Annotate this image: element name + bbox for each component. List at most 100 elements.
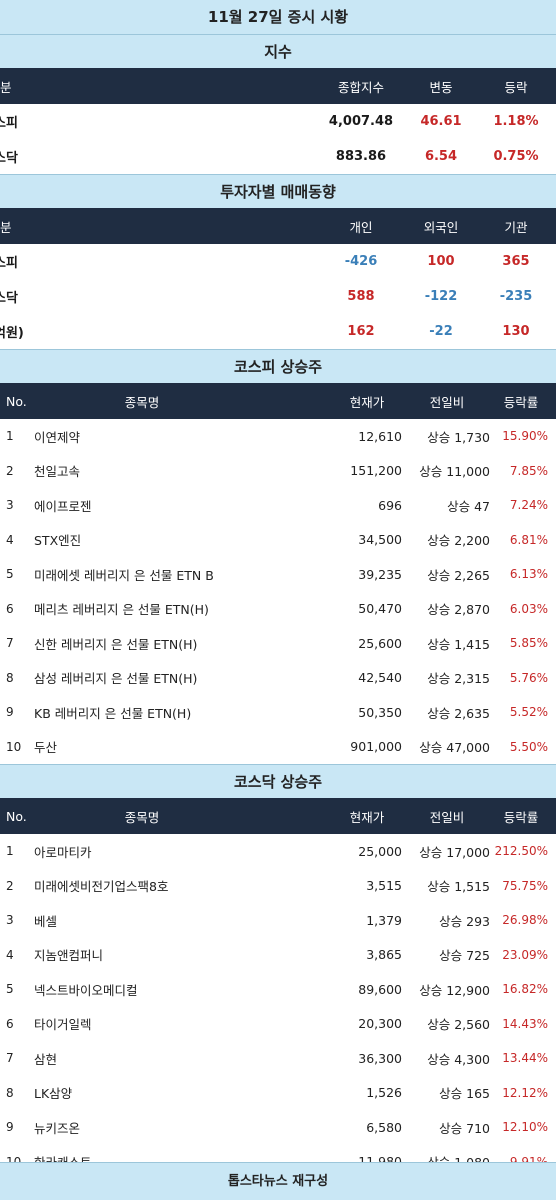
price-change: 상승 1,415 bbox=[427, 636, 490, 652]
index-change: 6.54 bbox=[424, 149, 458, 164]
header-cell: No. bbox=[6, 808, 27, 824]
rank-number: 2 bbox=[6, 878, 14, 893]
rank-number: 3 bbox=[6, 913, 14, 928]
rank-number: 6 bbox=[6, 601, 14, 616]
current-price: 50,350 bbox=[358, 704, 402, 720]
row-label: 코스닥 bbox=[0, 151, 18, 166]
price-change: 상승 2,635 bbox=[427, 705, 490, 721]
change-rate: 13.44% bbox=[502, 1051, 548, 1066]
price-change: 상승 1,515 bbox=[427, 879, 490, 895]
price-change: 상승 4,300 bbox=[427, 1051, 490, 1067]
current-price: 39,235 bbox=[358, 566, 402, 582]
change-rate: 6.13% bbox=[509, 567, 548, 582]
foreign-net: 100 bbox=[427, 254, 455, 269]
list-item: 9 KB 레버리지 은 선물 ETN(H) 50,350 상승 2,635 5.52% bbox=[0, 695, 556, 730]
index-section-title: 지수 bbox=[0, 34, 556, 68]
price-change: 상승 2,315 bbox=[427, 671, 490, 687]
investor-table: 구분 개인 외국인 기관 코스피 -426 100 365 코스닥 588 -122 -235… bbox=[0, 208, 556, 349]
header-cell: 구분 bbox=[0, 219, 12, 235]
institution-net: 130 bbox=[502, 324, 530, 339]
stock-name: 에이프로젠 bbox=[34, 498, 92, 514]
rank-number: 4 bbox=[6, 532, 14, 547]
investor-section-title: 투자자별 매매동향 bbox=[0, 174, 556, 208]
price-change: 상승 12,900 bbox=[419, 982, 490, 998]
header-cell: 등락률 bbox=[503, 809, 539, 825]
kospi-table: No. 종목명 현재가 전일비 등락률 1 이연제약 12,610 상승 1,730 1… bbox=[0, 383, 556, 764]
stock-name: 이연제약 bbox=[34, 429, 81, 445]
change-rate: 26.98% bbox=[502, 913, 548, 928]
current-price: 6,580 bbox=[366, 1119, 402, 1135]
rank-number: 4 bbox=[6, 947, 14, 962]
stock-name: 뉴키즈온 bbox=[34, 1120, 81, 1136]
change-rate: 6.03% bbox=[509, 601, 548, 616]
current-price: 3,515 bbox=[366, 878, 402, 894]
rank-number: 3 bbox=[6, 498, 14, 513]
stock-name: 미래에셋 레버리지 은 선물 ETN B bbox=[34, 567, 214, 583]
individual-net: -426 bbox=[344, 254, 378, 269]
stock-name: 지놈앤컴퍼니 bbox=[34, 948, 104, 964]
stock-name: 두산 bbox=[34, 740, 58, 756]
row-label: 코스피 bbox=[0, 116, 18, 131]
list-item: 8 삼성 레버리지 은 선물 ETN(H) 42,540 상승 2,315 5.76% bbox=[0, 661, 556, 696]
stock-name: KB 레버리지 은 선물 ETN(H) bbox=[34, 705, 192, 721]
kospi-table-header: No. 종목명 현재가 전일비 등락률 bbox=[0, 383, 556, 419]
header-cell: 전일비 bbox=[429, 809, 465, 825]
header-cell: 종목명 bbox=[124, 394, 160, 410]
stock-name: 메리츠 레버리지 은 선물 ETN(H) bbox=[34, 602, 209, 618]
header-cell: No. bbox=[6, 393, 27, 409]
header-cell: 변동 bbox=[429, 79, 453, 95]
rank-number: 6 bbox=[6, 1016, 14, 1031]
list-item: 1 아로마티카 25,000 상승 17,000 212.50% bbox=[0, 834, 556, 869]
table-row: 코스닥 883.86 6.54 0.75% bbox=[0, 139, 556, 174]
index-rate: 1.18% bbox=[493, 114, 539, 129]
list-item: 3 에이프로젠 696 상승 47 7.24% bbox=[0, 488, 556, 523]
stock-name: 미래에셋비전기업스팩8호 bbox=[34, 879, 169, 895]
stock-name: 신한 레버리지 은 선물 ETN(H) bbox=[34, 636, 198, 652]
rank-number: 8 bbox=[6, 1085, 14, 1100]
list-item: 2 미래에셋비전기업스팩8호 3,515 상승 1,515 75.75% bbox=[0, 869, 556, 904]
header-cell: 구분 bbox=[0, 79, 12, 95]
change-rate: 7.85% bbox=[509, 463, 548, 478]
price-change: 상승 2,870 bbox=[427, 602, 490, 618]
header-cell: 등락 bbox=[504, 79, 528, 95]
price-change: 상승 47,000 bbox=[419, 740, 490, 756]
table-row: 코스피 -426 100 365 bbox=[0, 244, 556, 279]
change-rate: 14.43% bbox=[502, 1016, 548, 1031]
current-price: 50,470 bbox=[358, 601, 402, 617]
table-row: 코스피 4,007.48 46.61 1.18% bbox=[0, 104, 556, 139]
current-price: 12,610 bbox=[358, 428, 402, 444]
index-table-header: 구분 종합지수 변동 등락 bbox=[0, 68, 556, 104]
kospi-section-title: 코스피 상승주 bbox=[0, 349, 556, 383]
change-rate: 12.12% bbox=[502, 1085, 548, 1100]
price-change: 상승 11,000 bbox=[419, 464, 490, 480]
list-item: 5 넥스트바이오메디컬 89,600 상승 12,900 16.82% bbox=[0, 972, 556, 1007]
list-item: 10 두산 901,000 상승 47,000 5.50% bbox=[0, 730, 556, 765]
header-cell: 전일비 bbox=[429, 394, 465, 410]
current-price: 36,300 bbox=[358, 1050, 402, 1066]
page-title: 11월 27일 증시 시황 bbox=[0, 0, 556, 34]
change-rate: 15.90% bbox=[502, 429, 548, 444]
change-rate: 6.81% bbox=[509, 532, 548, 547]
header-cell: 외국인 bbox=[423, 219, 459, 235]
current-price: 3,865 bbox=[366, 947, 402, 963]
change-rate: 5.76% bbox=[509, 670, 548, 685]
kosdaq-section-title: 코스닥 상승주 bbox=[0, 764, 556, 798]
kosdaq-table: No. 종목명 현재가 전일비 등락률 1 아로마티카 25,000 상승 17,00… bbox=[0, 798, 556, 1179]
stock-name: 삼현 bbox=[34, 1051, 58, 1067]
price-change: 상승 1,730 bbox=[427, 429, 490, 445]
header-cell: 개인 bbox=[349, 219, 373, 235]
rank-number: 5 bbox=[6, 567, 14, 582]
row-label: 코스피 bbox=[0, 256, 18, 271]
current-price: 25,000 bbox=[358, 843, 402, 859]
index-rate: 0.75% bbox=[493, 149, 539, 164]
header-cell: 종목명 bbox=[124, 809, 160, 825]
header-cell: 현재가 bbox=[349, 394, 385, 410]
list-item: 5 미래에셋 레버리지 은 선물 ETN B 39,235 상승 2,265 6.13% bbox=[0, 557, 556, 592]
list-item: 8 LK삼양 1,526 상승 165 12.12% bbox=[0, 1076, 556, 1111]
individual-net: 162 bbox=[347, 324, 375, 339]
table-row: 계(억원) 162 -22 130 bbox=[0, 314, 556, 349]
header-cell: 현재가 bbox=[349, 809, 385, 825]
list-item: 6 메리츠 레버리지 은 선물 ETN(H) 50,470 상승 2,870 6.03% bbox=[0, 592, 556, 627]
price-change: 상승 710 bbox=[439, 1120, 490, 1136]
list-item: 9 뉴키즈온 6,580 상승 710 12.10% bbox=[0, 1110, 556, 1145]
